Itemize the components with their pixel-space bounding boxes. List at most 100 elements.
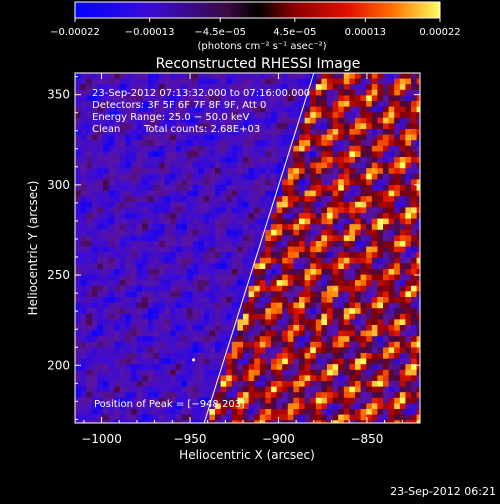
heatmap-cell xyxy=(299,78,305,85)
heatmap-cell xyxy=(315,89,322,96)
heatmap-cell xyxy=(287,280,294,287)
heatmap-cell xyxy=(181,392,188,399)
heatmap-cell xyxy=(114,213,121,219)
heatmap-cell xyxy=(271,101,277,107)
heatmap-cell xyxy=(343,241,350,247)
heatmap-cell xyxy=(271,201,277,208)
heatmap-cell xyxy=(192,369,199,376)
heatmap-cell xyxy=(164,285,171,292)
heatmap-cell xyxy=(371,375,378,382)
heatmap-cell xyxy=(366,381,373,387)
heatmap-cell xyxy=(142,73,149,79)
heatmap-cell xyxy=(142,274,149,281)
heatmap-cell xyxy=(399,336,406,343)
heatmap-cell xyxy=(119,341,126,348)
heatmap-cell xyxy=(231,409,238,415)
heatmap-cell xyxy=(175,123,182,130)
heatmap-cell xyxy=(187,313,193,320)
heatmap-cell xyxy=(327,168,333,175)
heatmap-cell xyxy=(119,280,126,287)
heatmap-cell xyxy=(86,375,93,382)
heatmap-cell xyxy=(287,420,294,423)
heatmap-cell xyxy=(315,140,322,147)
heatmap-cell xyxy=(80,347,87,354)
heatmap-cell xyxy=(237,129,244,135)
heatmap-cell xyxy=(187,341,193,348)
heatmap-cell xyxy=(159,241,165,247)
heatmap-cell xyxy=(416,218,420,225)
heatmap-cell xyxy=(220,157,227,163)
heatmap-cell xyxy=(142,420,149,423)
heatmap-cell xyxy=(248,168,255,175)
heatmap-cell xyxy=(91,207,98,214)
heatmap-cell xyxy=(332,89,339,96)
heatmap-cell xyxy=(377,397,384,404)
heatmap-cell xyxy=(108,381,115,387)
heatmap-cell xyxy=(147,140,154,147)
heatmap-cell xyxy=(265,302,272,309)
heatmap-cell xyxy=(366,101,373,107)
heatmap-cell xyxy=(198,375,205,382)
heatmap-cell xyxy=(237,95,244,102)
heatmap-cell xyxy=(282,325,289,331)
heatmap-cell xyxy=(394,134,401,141)
heatmap-cell xyxy=(97,84,104,91)
heatmap-cell xyxy=(321,257,328,264)
heatmap-cell xyxy=(259,308,266,315)
heatmap-cell xyxy=(147,241,154,247)
heatmap-cell xyxy=(119,123,126,130)
heatmap-cell xyxy=(103,218,109,225)
heatmap-cell xyxy=(321,168,328,175)
heatmap-cell xyxy=(136,196,143,203)
heatmap-cell xyxy=(153,218,160,225)
heatmap-cell xyxy=(254,341,261,348)
heatmap-cell xyxy=(293,409,300,415)
heatmap-cell xyxy=(170,134,177,141)
heatmap-cell xyxy=(215,269,221,275)
heatmap-cell xyxy=(153,302,160,309)
heatmap-cell xyxy=(248,297,255,303)
heatmap-cell xyxy=(248,257,255,264)
heatmap-cell xyxy=(276,218,283,225)
heatmap-cell xyxy=(276,89,283,96)
heatmap-cell xyxy=(248,392,255,399)
heatmap-cell xyxy=(411,269,417,275)
heatmap-cell xyxy=(119,257,126,264)
heatmap-cell xyxy=(349,140,356,147)
heatmap-cell xyxy=(332,308,339,315)
heatmap-cell xyxy=(411,190,417,197)
heatmap-cell xyxy=(282,257,289,264)
heatmap-cell xyxy=(310,364,317,371)
heatmap-cell xyxy=(343,381,350,387)
heatmap-cell xyxy=(164,218,171,225)
heatmap-cell xyxy=(147,157,154,163)
heatmap-cell xyxy=(248,129,255,135)
heatmap-cell xyxy=(338,409,345,415)
heatmap-cell xyxy=(175,196,182,203)
heatmap-cell xyxy=(343,420,350,423)
heatmap-cell xyxy=(416,101,420,107)
heatmap-cell xyxy=(405,246,412,253)
heatmap-cell xyxy=(332,386,339,393)
heatmap-cell xyxy=(237,397,244,404)
heatmap-cell xyxy=(164,129,171,135)
heatmap-cell xyxy=(136,84,143,91)
heatmap-cell xyxy=(75,106,81,113)
heatmap-cell xyxy=(299,269,305,275)
heatmap-cell xyxy=(80,252,87,259)
heatmap-cell xyxy=(131,241,137,247)
heatmap-cell xyxy=(119,241,126,247)
heatmap-cell xyxy=(136,106,143,113)
heatmap-cell xyxy=(315,84,322,91)
heatmap-cell xyxy=(282,168,289,175)
heatmap-cell xyxy=(192,224,199,231)
heatmap-cell xyxy=(248,381,255,387)
heatmap-cell xyxy=(75,89,81,96)
heatmap-cell xyxy=(293,73,300,79)
heatmap-cell xyxy=(287,179,294,186)
heatmap-cell xyxy=(310,246,317,253)
heatmap-cell xyxy=(136,157,143,163)
heatmap-cell xyxy=(170,308,177,315)
heatmap-cell xyxy=(248,95,255,102)
heatmap-cell xyxy=(75,213,81,219)
